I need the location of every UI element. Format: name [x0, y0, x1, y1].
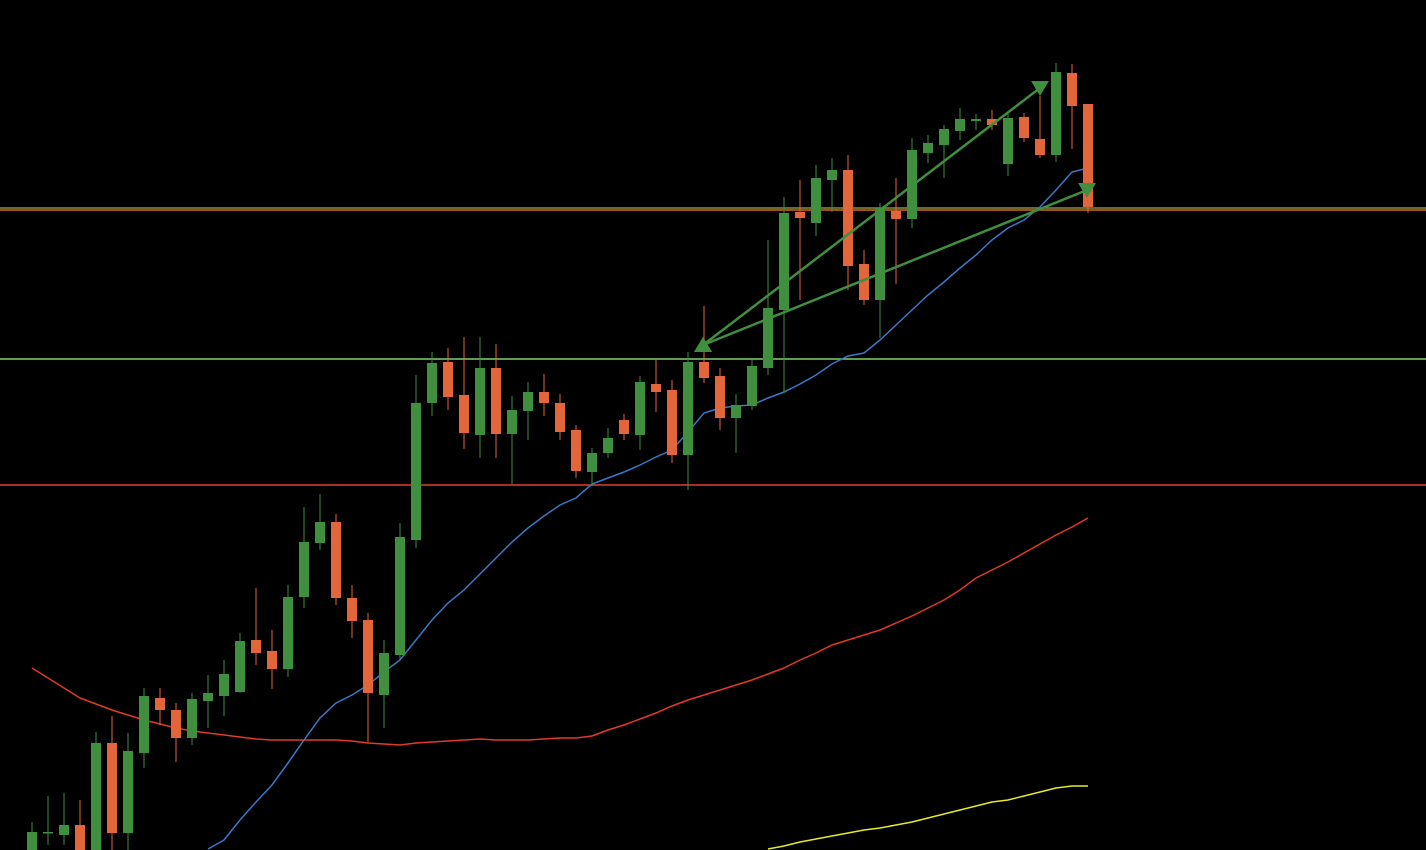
candle-body [91, 743, 101, 850]
candle-body [219, 674, 229, 696]
candle-body [555, 403, 565, 432]
candle-body [859, 264, 869, 300]
candle-body [987, 119, 997, 125]
candle-body [427, 363, 437, 403]
candle-body [955, 119, 965, 131]
candle-body [1051, 72, 1061, 155]
candle-body [731, 405, 741, 418]
candle-body [395, 537, 405, 655]
candle-body [715, 376, 725, 418]
candle-body [1067, 73, 1077, 106]
candle-body [27, 832, 37, 850]
candle-body [283, 597, 293, 669]
candle-body [635, 382, 645, 435]
candle-body [1083, 104, 1093, 207]
candle-body [779, 213, 789, 310]
candle-body [763, 308, 773, 368]
moving-average [31, 517, 1089, 746]
arrow-head [694, 337, 713, 352]
arrow-head [1031, 81, 1049, 96]
candle-body [331, 522, 341, 598]
candle-body [827, 170, 837, 180]
candle-body [347, 598, 357, 621]
candle-body [299, 542, 309, 597]
candle-body [107, 743, 117, 833]
candle-body [523, 392, 533, 411]
candle-body [891, 211, 901, 219]
candle-body [379, 653, 389, 695]
candle-body [603, 438, 613, 453]
candle-body [475, 368, 485, 435]
candle-body [587, 453, 597, 472]
candle-body [1035, 139, 1045, 155]
candle-body [1003, 118, 1013, 164]
candle-body [235, 641, 245, 692]
candle-body [59, 825, 69, 835]
candle-body [443, 362, 453, 397]
moving-average [767, 785, 1088, 850]
candle-body [939, 129, 949, 145]
candle-body [139, 696, 149, 753]
candle-body [75, 825, 85, 850]
candle-body [507, 410, 517, 434]
candle-body [923, 143, 933, 153]
moving-average [207, 167, 1089, 850]
candle-body [251, 640, 261, 653]
candle-body [683, 362, 693, 455]
candle-body [1019, 117, 1029, 138]
arrow-head [1078, 183, 1097, 198]
candle-body [667, 390, 677, 455]
candle-body [699, 362, 709, 378]
candle-body [795, 212, 805, 218]
candle-body [363, 620, 373, 693]
candle-body [43, 832, 53, 834]
candle-body [539, 392, 549, 403]
candle-body [411, 403, 421, 540]
candle-body [747, 366, 757, 406]
candle-body [267, 651, 277, 669]
candle-body [459, 395, 469, 433]
candle-body [123, 751, 133, 833]
candle-body [187, 699, 197, 738]
candle-body [203, 693, 213, 701]
candle-body [155, 698, 165, 710]
candle-body [571, 430, 581, 471]
candle-body [811, 178, 821, 223]
candle-body [491, 368, 501, 434]
candle-body [843, 170, 853, 266]
candle-body [315, 522, 325, 543]
candle-body [619, 420, 629, 434]
candle-body [971, 119, 981, 121]
candle-body [651, 384, 661, 392]
trend-line [702, 87, 1041, 346]
candle-body [171, 710, 181, 738]
candle-body [875, 208, 885, 300]
trend-line [702, 188, 1088, 347]
